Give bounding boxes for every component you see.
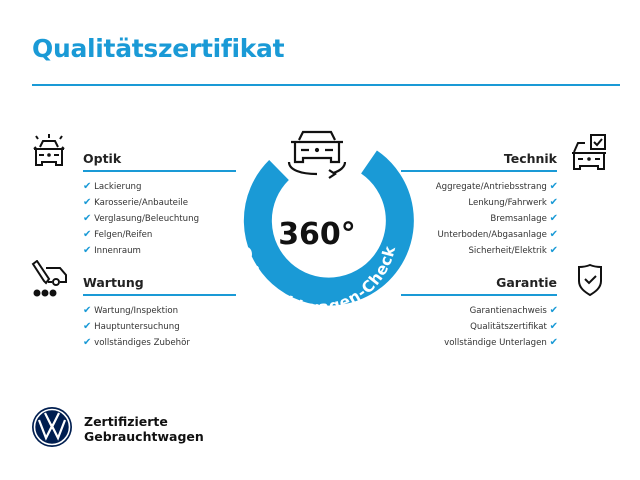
check-icon: ✔ (549, 197, 558, 208)
list-item-label: Lackierung (94, 182, 142, 192)
list-item-label: Wartung/Inspektion (94, 306, 179, 316)
check-icon: ✔ (549, 213, 558, 224)
list-item: vollständige Unterlagen ✔ (380, 335, 558, 351)
list-item: ✔ Verglasung/Beleuchtung (83, 211, 199, 227)
check-icon: ✔ (549, 229, 558, 240)
check-icon: ✔ (83, 337, 92, 348)
vw-logo (32, 407, 72, 447)
section-title-garantie: Garantie (496, 275, 557, 290)
divider (401, 170, 557, 172)
divider (401, 294, 557, 296)
list-item-label: Sicherheit/Elektrik (468, 246, 547, 256)
check-icon: ✔ (549, 245, 558, 256)
check-icon: ✔ (83, 229, 92, 240)
section-title-wartung: Wartung (83, 275, 144, 290)
check-icon: ✔ (83, 213, 92, 224)
list-item: ✔ Karosserie/Anbauteile (83, 195, 199, 211)
list-item: Lenkung/Fahrwerk ✔ (380, 195, 558, 211)
section-title-optik: Optik (83, 151, 122, 166)
check-icon: ✔ (83, 197, 92, 208)
list-item: Aggregate/Antriebsstrang ✔ (380, 179, 558, 195)
list-item-label: Innenraum (94, 246, 141, 256)
optik-list: ✔ Lackierung ✔ Karosserie/Anbauteile ✔ Ver… (83, 179, 199, 259)
list-item-label: Bremsanlage (490, 214, 547, 224)
check-icon: ✔ (83, 321, 92, 332)
check-icon: ✔ (83, 305, 92, 316)
list-item: ✔ Hauptuntersuchung (83, 319, 190, 335)
list-item: ✔ Wartung/Inspektion (83, 303, 190, 319)
brand-text: Zertifizierte Gebrauchtwagen (84, 414, 204, 444)
check-icon: ✔ (549, 305, 558, 316)
divider (83, 170, 236, 172)
360-number: 360° (278, 217, 356, 252)
list-item: Garantienachweis ✔ (380, 303, 558, 319)
page-title: Qualitätszertifikat (32, 34, 285, 63)
list-item-label: Qualitätszertifikat (470, 322, 547, 332)
check-icon: ✔ (549, 337, 558, 348)
section-title-technik: Technik (503, 151, 557, 166)
list-item: Bremsanlage ✔ (380, 211, 558, 227)
360-check-badge: Gebrauchtwagen-Check 360° (235, 130, 414, 317)
car-rotate-icon (287, 130, 347, 179)
list-item: ✔ vollständiges Zubehör (83, 335, 190, 351)
list-item-label: vollständige Unterlagen (444, 338, 547, 348)
list-item: Qualitätszertifikat ✔ (380, 319, 558, 335)
list-item-label: Unterboden/Abgasanlage (437, 230, 547, 240)
technik-list: Aggregate/Antriebsstrang ✔ Lenkung/Fahrwe… (380, 179, 558, 259)
divider (32, 84, 620, 86)
check-icon: ✔ (549, 181, 558, 192)
shield-check-icon (578, 263, 602, 297)
list-item-label: Verglasung/Beleuchtung (94, 214, 200, 224)
list-item: ✔ Lackierung (83, 179, 199, 195)
list-item: Sicherheit/Elektrik ✔ (380, 243, 558, 259)
list-item: ✔ Innenraum (83, 243, 199, 259)
list-item-label: Hauptuntersuchung (94, 322, 180, 332)
check-icon: ✔ (83, 245, 92, 256)
list-item-label: Garantienachweis (469, 306, 547, 316)
list-item-label: Lenkung/Fahrwerk (468, 198, 547, 208)
list-item: ✔ Felgen/Reifen (83, 227, 199, 243)
check-icon: ✔ (83, 181, 92, 192)
garantie-list: Garantienachweis ✔ Qualitätszertifikat ✔ v… (380, 303, 558, 351)
list-item-label: Karosserie/Anbauteile (94, 198, 189, 208)
brand-line1: Zertifizierte (84, 414, 168, 429)
brand-line2: Gebrauchtwagen (84, 429, 204, 444)
check-icon: ✔ (549, 321, 558, 332)
list-item-label: vollständiges Zubehör (94, 338, 190, 348)
car-checkbox-icon (572, 134, 606, 170)
list-item-label: Aggregate/Antriebsstrang (435, 182, 547, 192)
list-item-label: Felgen/Reifen (94, 230, 153, 240)
wartung-list: ✔ Wartung/Inspektion ✔ Hauptuntersuchung ✔… (83, 303, 190, 351)
list-item: Unterboden/Abgasanlage ✔ (380, 227, 559, 243)
car-lights-icon (33, 134, 65, 166)
ring-arc (243, 150, 414, 306)
divider (83, 294, 236, 296)
service-truck-icon (31, 260, 67, 297)
